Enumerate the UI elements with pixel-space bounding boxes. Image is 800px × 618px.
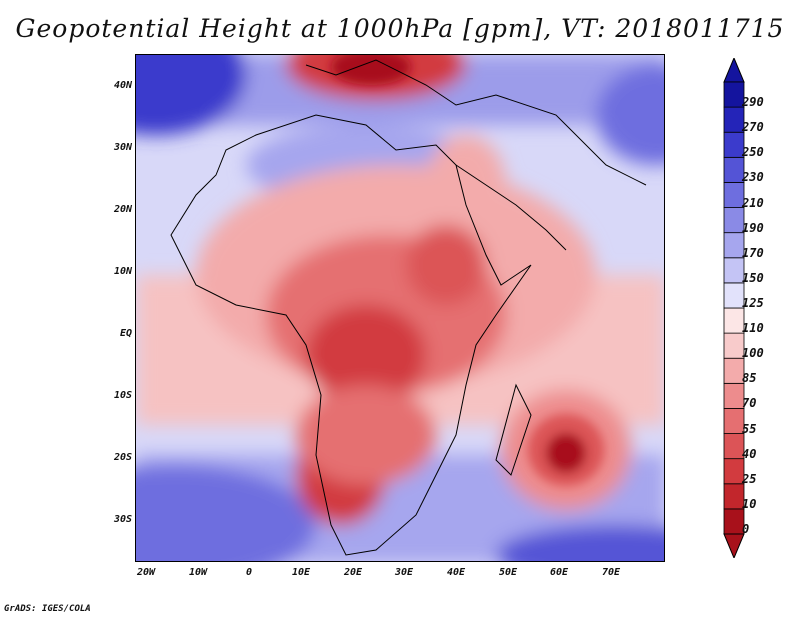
colorbar-swatch xyxy=(723,332,745,359)
colorbar-swatch xyxy=(723,408,745,434)
lon-label: 50E xyxy=(498,567,518,578)
lon-label: 20W xyxy=(136,567,156,578)
lat-label: 20S xyxy=(113,452,132,463)
lon-label: 70E xyxy=(601,567,621,578)
colorbar-top-arrow xyxy=(723,58,745,83)
colorbar-swatch xyxy=(723,182,745,208)
lat-label: 40N xyxy=(113,80,132,91)
cyclone-core xyxy=(331,55,604,486)
colorbar-swatch xyxy=(723,81,745,108)
lon-label: 10E xyxy=(291,567,311,578)
colorbar-tick-label: 150 xyxy=(742,270,764,285)
lat-label: 30S xyxy=(113,514,132,525)
colorbar-swatch xyxy=(723,156,745,183)
colorbar-swatch xyxy=(723,307,745,334)
colorbar-tick-label: 10 xyxy=(742,496,757,511)
colorbar-tick-label: 25 xyxy=(742,471,757,486)
colorbar-swatch xyxy=(723,508,745,535)
colorbar-tick-label: 230 xyxy=(742,170,764,185)
lat-label: 30N xyxy=(113,142,132,153)
colorbar-bottom-arrow xyxy=(723,533,745,558)
colorbar-swatch xyxy=(723,106,745,133)
chart-title: Geopotential Height at 1000hPa [gpm], VT… xyxy=(15,14,785,43)
colorbar-tick-label: 290 xyxy=(742,95,764,110)
colorbar-tick-label: 270 xyxy=(742,120,764,135)
colorbar-swatch xyxy=(723,282,745,309)
lon-label: 40E xyxy=(446,567,466,578)
lat-label: 10S xyxy=(113,390,132,401)
colorbar-tick-label: 100 xyxy=(742,346,764,361)
colorbar-tick-label: 125 xyxy=(742,296,764,310)
colorbar-tick-label: 110 xyxy=(742,321,764,336)
map-panel xyxy=(135,54,665,562)
colorbar-tick-label: 55 xyxy=(742,421,757,436)
colorbar-tick-label: 190 xyxy=(742,220,764,235)
colorbar-tick-label: 170 xyxy=(742,245,764,260)
colorbar-tick-label: 0 xyxy=(742,522,750,536)
lon-label: 10W xyxy=(188,567,208,578)
colorbar-tick-label: 40 xyxy=(742,446,757,461)
colorbar-swatch xyxy=(723,232,745,259)
height-shading xyxy=(136,55,664,561)
colorbar-swatch xyxy=(723,207,745,234)
colorbar-tick-label: 85 xyxy=(742,371,757,386)
height-field xyxy=(136,55,664,561)
lon-label: 0 xyxy=(245,567,253,578)
lat-label: 20N xyxy=(113,204,132,215)
lat-label: 10N xyxy=(113,266,132,277)
colorbar-tick-label: 250 xyxy=(742,145,764,160)
colorbar-tick-label: 210 xyxy=(742,195,764,210)
colorbar-swatch xyxy=(723,131,745,158)
colorbar-swatch xyxy=(723,382,745,409)
coastlines xyxy=(170,59,647,556)
colorbar-swatch xyxy=(723,257,745,284)
lon-label: 20E xyxy=(343,567,363,578)
colorbar-tick-label: 70 xyxy=(742,396,757,411)
lon-label: 30E xyxy=(394,567,414,578)
colorbar-swatch xyxy=(723,433,745,460)
colorbar-swatch xyxy=(723,483,745,510)
colorbar-swatch xyxy=(723,458,745,485)
colorbar-swatch xyxy=(723,357,745,384)
lat-label: EQ xyxy=(119,328,132,339)
lon-label: 60E xyxy=(549,567,569,578)
footer-credit: GrADS: IGES/COLA xyxy=(4,604,91,614)
colorbar xyxy=(723,58,745,558)
